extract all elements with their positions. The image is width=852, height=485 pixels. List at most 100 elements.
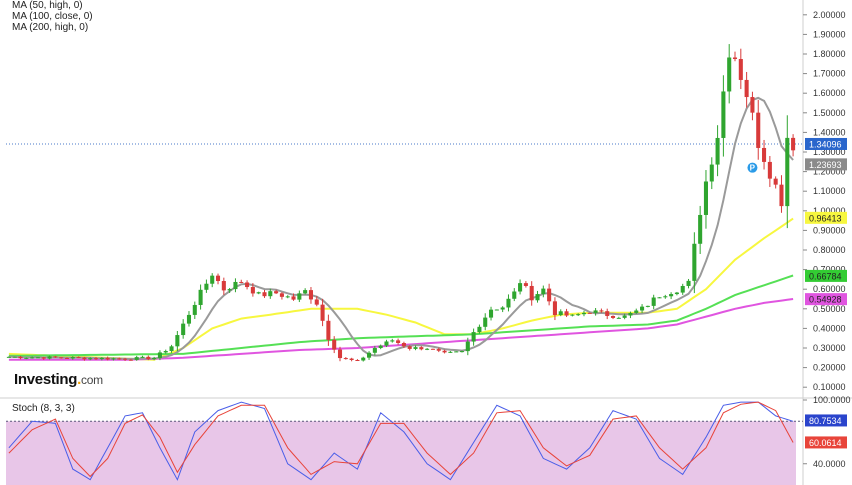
candle-body bbox=[76, 357, 81, 359]
candle-body bbox=[471, 332, 476, 342]
candle-body bbox=[494, 309, 499, 311]
candle-body bbox=[192, 304, 197, 315]
candle-body bbox=[657, 297, 662, 299]
candle-body bbox=[181, 323, 186, 336]
y-tick-label: 1.80000 bbox=[813, 49, 846, 59]
candle-body bbox=[552, 301, 557, 316]
y-tick-label: 1.00000 bbox=[813, 206, 846, 216]
candle-body bbox=[605, 311, 610, 316]
candle-body bbox=[454, 351, 459, 353]
candle-body bbox=[692, 243, 697, 281]
candle-body bbox=[738, 58, 743, 80]
candle-body bbox=[105, 357, 110, 360]
candle-body bbox=[59, 357, 64, 359]
candle-body bbox=[599, 310, 604, 312]
candle-body bbox=[593, 310, 598, 313]
candle-body bbox=[233, 281, 238, 290]
y-tick-label: 1.60000 bbox=[813, 88, 846, 98]
y-tick-label: 0.70000 bbox=[813, 265, 846, 275]
price-tag bbox=[805, 137, 847, 150]
candle-body bbox=[12, 356, 17, 358]
ma-line-short bbox=[8, 96, 794, 360]
candle-body bbox=[221, 281, 226, 291]
price-tag-label: 0.66784 bbox=[809, 271, 842, 281]
legend-ma50: MA (50, high, 0) bbox=[12, 0, 83, 11]
candle-body bbox=[320, 304, 325, 321]
candle-body bbox=[314, 299, 319, 305]
price-tag-label: 0.54928 bbox=[809, 295, 842, 305]
candle-body bbox=[169, 346, 174, 352]
y-tick-label: 0.90000 bbox=[813, 225, 846, 235]
y-tick-label: 0.10000 bbox=[813, 382, 846, 392]
candle-body bbox=[436, 349, 441, 351]
candle-body bbox=[326, 320, 331, 340]
candle-body bbox=[268, 291, 273, 297]
legend-ma200: MA (200, high, 0) bbox=[12, 22, 89, 33]
candle-body bbox=[6, 356, 11, 358]
candle-body bbox=[610, 315, 616, 318]
candle-body bbox=[616, 317, 621, 319]
candle-body bbox=[680, 285, 685, 293]
candle-body bbox=[250, 287, 255, 294]
candle-body bbox=[477, 326, 482, 333]
candle-body bbox=[186, 314, 192, 324]
candle-body bbox=[779, 184, 784, 207]
price-tag bbox=[805, 211, 847, 224]
candle-body bbox=[401, 343, 406, 347]
candle-body bbox=[518, 283, 523, 292]
stoch-tick-label: 100.0000 bbox=[813, 395, 851, 405]
candle-body bbox=[41, 357, 46, 359]
candle-body bbox=[727, 57, 732, 92]
candle-body bbox=[355, 360, 360, 362]
ma-line-1 bbox=[8, 217, 794, 361]
candle-body bbox=[698, 214, 703, 244]
y-tick-label: 1.20000 bbox=[813, 167, 846, 177]
candle-body bbox=[274, 291, 279, 294]
candle-body bbox=[791, 137, 796, 151]
ma-line-2 bbox=[8, 274, 794, 357]
candle-body bbox=[645, 305, 650, 307]
candle-body bbox=[558, 311, 563, 316]
candle-body bbox=[215, 275, 221, 282]
stoch-value-tag bbox=[805, 436, 847, 449]
candle-body bbox=[634, 310, 639, 313]
stoch-tick-label: 40.0000 bbox=[813, 459, 846, 469]
candle-body bbox=[82, 357, 87, 360]
y-tick-label: 0.60000 bbox=[813, 284, 846, 294]
candle-body bbox=[535, 294, 540, 301]
y-tick-label: 1.10000 bbox=[813, 186, 846, 196]
candle-body bbox=[99, 357, 104, 360]
candle-body bbox=[587, 312, 592, 314]
candle-body bbox=[198, 289, 203, 305]
stoch-line-k bbox=[8, 401, 794, 481]
candle-body bbox=[332, 339, 337, 350]
candle-body bbox=[390, 340, 395, 342]
candle-body bbox=[152, 357, 157, 360]
candle-body bbox=[489, 309, 494, 318]
candle-body bbox=[35, 357, 40, 359]
candle-body bbox=[523, 283, 528, 286]
candle-body bbox=[465, 341, 470, 352]
candle-body bbox=[361, 357, 366, 361]
candle-body bbox=[413, 347, 418, 349]
candle-body bbox=[210, 275, 215, 284]
price-tag-label: 0.96413 bbox=[809, 213, 842, 223]
candle-body bbox=[500, 307, 505, 310]
stoch-line-d bbox=[8, 401, 794, 478]
candle-body bbox=[256, 292, 261, 294]
y-tick-label: 2.00000 bbox=[813, 10, 846, 20]
candle-body bbox=[541, 288, 546, 295]
candle-body bbox=[227, 289, 232, 291]
legend-ma100: MA (100, close, 0) bbox=[12, 11, 93, 22]
candle-body bbox=[419, 347, 424, 350]
candle-body bbox=[756, 112, 761, 148]
candle-body bbox=[669, 294, 674, 297]
candle-body bbox=[674, 292, 679, 295]
candle-body bbox=[53, 356, 58, 358]
candle-body bbox=[640, 306, 645, 311]
candle-body bbox=[94, 358, 99, 360]
candle-body bbox=[576, 314, 581, 316]
candle-body bbox=[564, 311, 569, 316]
candle-body bbox=[140, 356, 145, 358]
